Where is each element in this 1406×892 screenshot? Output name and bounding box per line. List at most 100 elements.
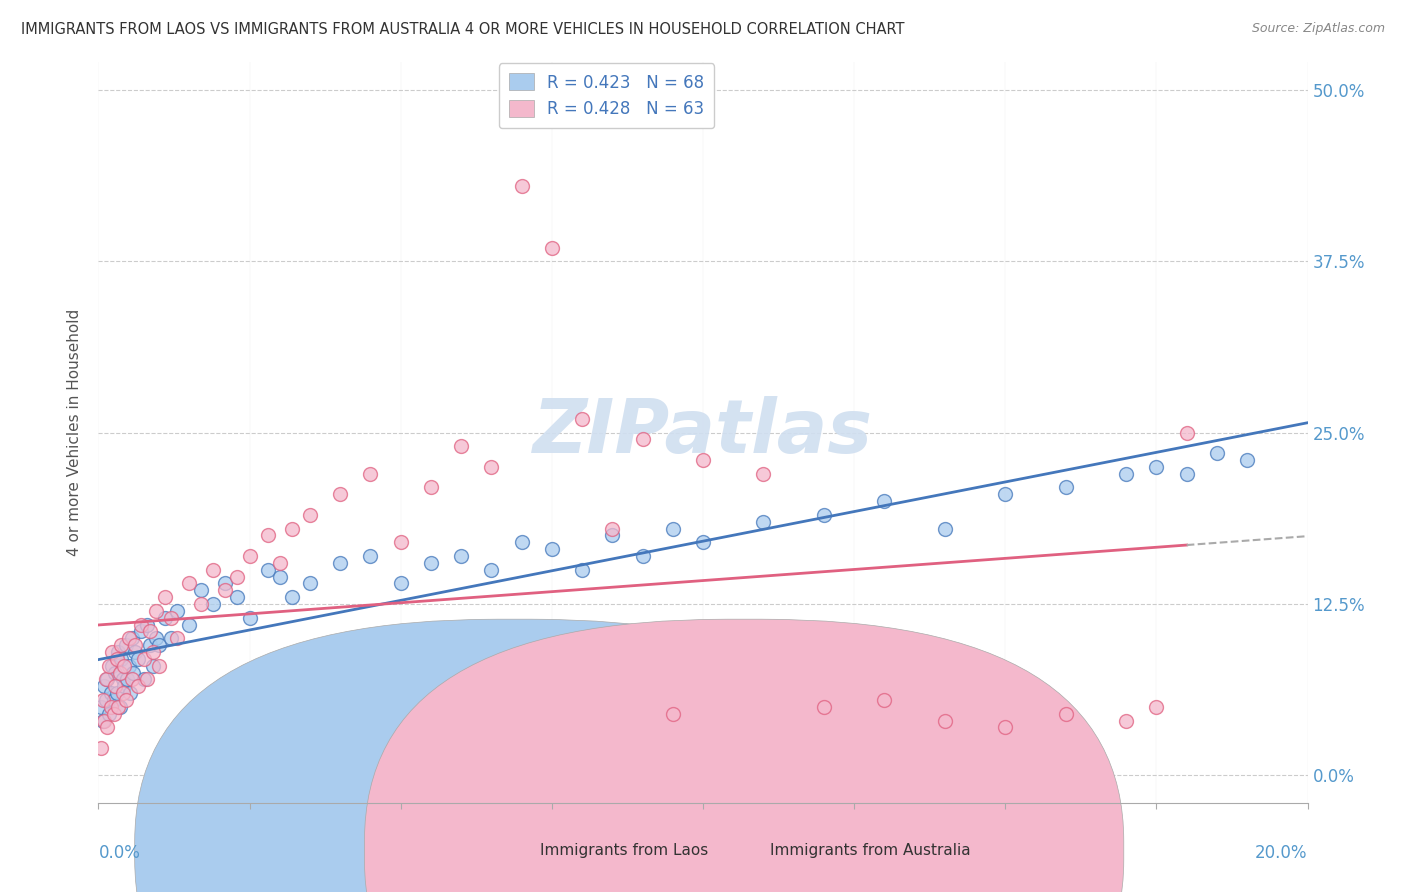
Point bbox=[631, 433, 654, 447]
Point bbox=[100, 686, 122, 700]
Point bbox=[127, 652, 149, 666]
Point bbox=[202, 597, 225, 611]
Point bbox=[214, 583, 236, 598]
Point bbox=[813, 508, 835, 522]
Point bbox=[752, 515, 775, 529]
Point bbox=[269, 556, 291, 570]
Text: ZIPatlas: ZIPatlas bbox=[533, 396, 873, 469]
Point bbox=[256, 563, 278, 577]
Point bbox=[540, 240, 562, 255]
Point bbox=[389, 535, 412, 549]
Point bbox=[104, 665, 127, 680]
Point bbox=[692, 453, 714, 467]
Point bbox=[112, 658, 135, 673]
Point bbox=[269, 569, 291, 583]
Point bbox=[1115, 714, 1137, 728]
Point bbox=[299, 576, 322, 591]
Point bbox=[94, 673, 117, 687]
Point bbox=[481, 459, 503, 474]
Point bbox=[602, 522, 624, 536]
Legend: R = 0.423   N = 68, R = 0.428   N = 63: R = 0.423 N = 68, R = 0.428 N = 63 bbox=[499, 63, 714, 128]
Point bbox=[142, 658, 165, 673]
Point bbox=[1175, 467, 1198, 481]
Point bbox=[1146, 459, 1168, 474]
Point bbox=[96, 720, 118, 734]
Point bbox=[329, 487, 352, 501]
Point bbox=[1115, 467, 1137, 481]
Point bbox=[153, 590, 176, 604]
Point bbox=[661, 522, 683, 536]
Point bbox=[118, 632, 141, 646]
Point bbox=[329, 556, 352, 570]
Point bbox=[91, 693, 114, 707]
Point bbox=[481, 563, 503, 577]
FancyBboxPatch shape bbox=[364, 619, 1123, 892]
Point bbox=[91, 714, 114, 728]
Point bbox=[135, 673, 157, 687]
Point bbox=[661, 706, 683, 721]
Point bbox=[93, 714, 115, 728]
Point bbox=[214, 576, 236, 591]
Point bbox=[226, 569, 249, 583]
Text: Source: ZipAtlas.com: Source: ZipAtlas.com bbox=[1251, 22, 1385, 36]
Point bbox=[103, 706, 125, 721]
Point bbox=[127, 679, 149, 693]
Point bbox=[813, 699, 835, 714]
Point bbox=[98, 658, 121, 673]
Point bbox=[540, 542, 562, 557]
Y-axis label: 4 or more Vehicles in Household: 4 or more Vehicles in Household bbox=[67, 309, 83, 557]
Point bbox=[994, 720, 1017, 734]
Point bbox=[100, 699, 122, 714]
Text: 20.0%: 20.0% bbox=[1256, 844, 1308, 862]
Point bbox=[934, 522, 956, 536]
Point bbox=[360, 549, 382, 563]
Point bbox=[179, 576, 201, 591]
Point bbox=[145, 604, 167, 618]
Point bbox=[132, 673, 155, 687]
Point bbox=[107, 699, 129, 714]
Point bbox=[100, 645, 122, 659]
Point bbox=[114, 693, 136, 707]
Point bbox=[179, 617, 201, 632]
Point bbox=[450, 549, 472, 563]
Point bbox=[117, 673, 139, 687]
Point bbox=[360, 467, 382, 481]
Point bbox=[510, 178, 533, 193]
Point bbox=[129, 617, 152, 632]
Point bbox=[139, 624, 162, 639]
Point bbox=[142, 645, 165, 659]
Text: 0.0%: 0.0% bbox=[98, 844, 141, 862]
Point bbox=[571, 412, 593, 426]
Point bbox=[873, 494, 896, 508]
Point bbox=[420, 480, 443, 494]
Point bbox=[166, 632, 188, 646]
Point bbox=[96, 673, 118, 687]
Point bbox=[1146, 699, 1168, 714]
Point bbox=[1206, 446, 1229, 460]
Point bbox=[1054, 706, 1077, 721]
Point bbox=[111, 686, 134, 700]
Point bbox=[202, 563, 225, 577]
Point bbox=[139, 638, 162, 652]
Point bbox=[1054, 480, 1077, 494]
Point bbox=[100, 658, 122, 673]
FancyBboxPatch shape bbox=[135, 619, 894, 892]
Point bbox=[108, 665, 131, 680]
Point bbox=[124, 638, 146, 652]
Point bbox=[934, 714, 956, 728]
Point bbox=[112, 679, 135, 693]
Point bbox=[281, 522, 304, 536]
Text: Immigrants from Australia: Immigrants from Australia bbox=[769, 844, 970, 858]
Point bbox=[420, 556, 443, 570]
Point bbox=[160, 611, 183, 625]
Point bbox=[90, 741, 112, 756]
Point bbox=[124, 645, 146, 659]
Point bbox=[239, 611, 262, 625]
Point bbox=[571, 563, 593, 577]
Point bbox=[104, 679, 127, 693]
Point bbox=[98, 706, 121, 721]
Point bbox=[132, 652, 155, 666]
Point bbox=[190, 583, 212, 598]
Point bbox=[153, 611, 176, 625]
Point bbox=[103, 693, 125, 707]
